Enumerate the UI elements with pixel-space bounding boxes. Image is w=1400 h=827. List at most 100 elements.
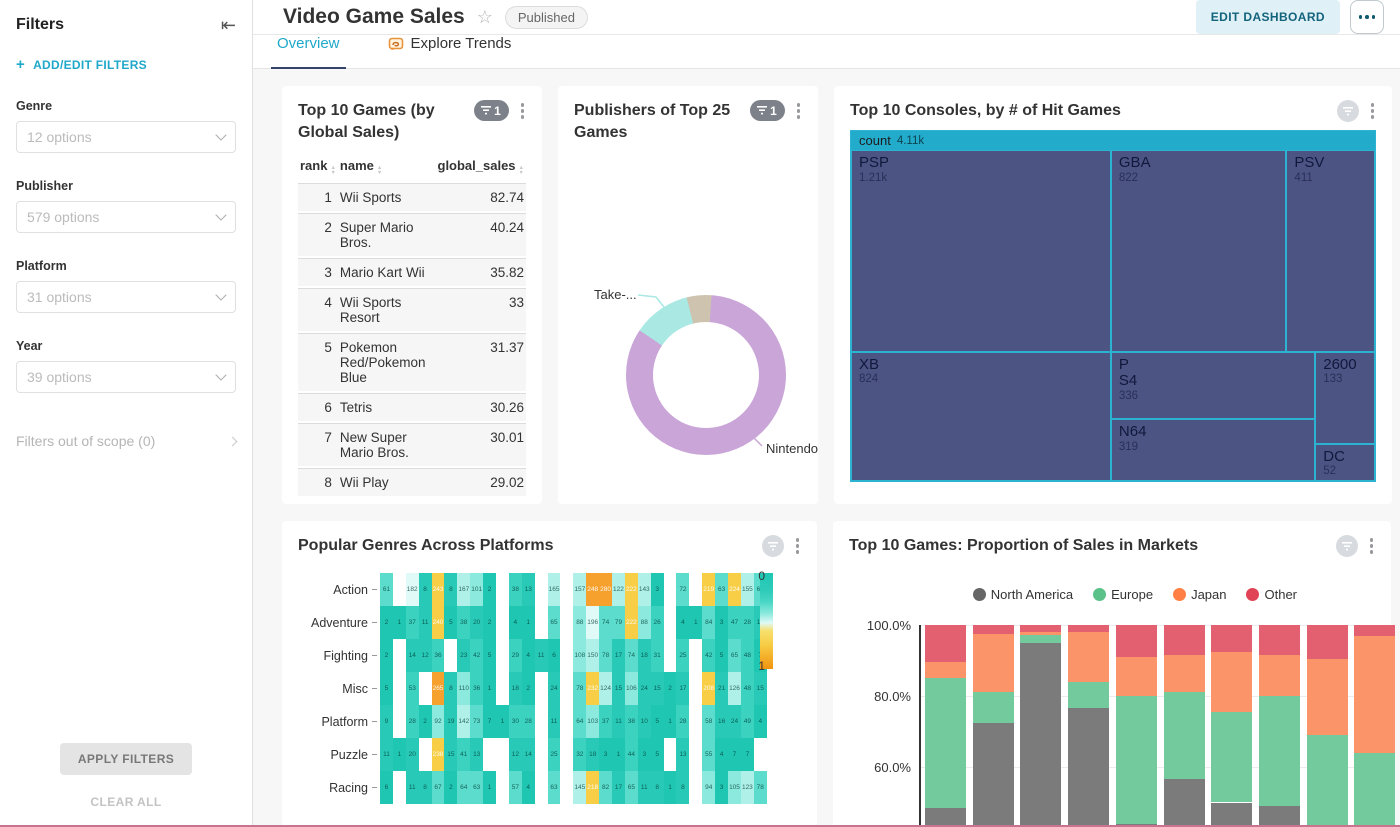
chart-menu-kebab[interactable] bbox=[1368, 535, 1376, 557]
treemap-cell-xb[interactable]: XB 824 bbox=[851, 351, 1111, 481]
bar-segment-north-america[interactable] bbox=[1211, 802, 1253, 827]
heatmap-cell[interactable]: 28 bbox=[676, 705, 690, 738]
heatmap-cell[interactable]: 2 bbox=[380, 639, 393, 672]
filter-indicator-icon[interactable] bbox=[1335, 535, 1358, 557]
heatmap-cell[interactable]: 2 bbox=[663, 672, 677, 705]
heatmap-cell[interactable]: 124 bbox=[599, 672, 613, 705]
heatmap-cell[interactable]: 11 bbox=[637, 771, 651, 804]
heatmap-cell[interactable]: 11 bbox=[612, 705, 625, 738]
heatmap-cell[interactable]: 20 bbox=[470, 606, 484, 639]
heatmap-cell[interactable]: 2 bbox=[483, 573, 497, 606]
heatmap-cell[interactable]: 13 bbox=[521, 573, 535, 606]
heatmap-cell[interactable]: 36 bbox=[470, 672, 484, 705]
heatmap-cell[interactable]: 28 bbox=[740, 606, 754, 639]
heatmap-cell[interactable]: 72 bbox=[676, 573, 690, 606]
clear-all-button[interactable]: CLEAR ALL bbox=[90, 795, 162, 809]
bar-segment-north-america[interactable] bbox=[1163, 779, 1205, 827]
heatmap-cell[interactable]: 73 bbox=[470, 705, 484, 738]
heatmap-cell[interactable]: 2 bbox=[380, 606, 393, 639]
heatmap-cell[interactable]: 1 bbox=[663, 771, 677, 804]
heatmap-cell[interactable]: 15 bbox=[444, 738, 458, 771]
table-row[interactable]: 3 Mario Kart Wii 35.82 bbox=[298, 258, 526, 289]
heatmap-cell[interactable]: 12 bbox=[508, 738, 522, 771]
bar-segment-japan[interactable] bbox=[1068, 632, 1110, 682]
legend-item-japan[interactable]: Japan bbox=[1173, 587, 1226, 602]
heatmap-cell[interactable]: 108 bbox=[573, 639, 587, 672]
heatmap-cell[interactable]: 280 bbox=[599, 573, 613, 606]
heatmap-cell[interactable]: 16 bbox=[715, 705, 729, 738]
heatmap-cell[interactable]: 38 bbox=[508, 573, 522, 606]
heatmap-cell[interactable]: 103 bbox=[586, 705, 600, 738]
heatmap-cell[interactable]: 13 bbox=[470, 738, 484, 771]
edit-dashboard-button[interactable]: EDIT DASHBOARD bbox=[1195, 0, 1340, 34]
heatmap-cell[interactable]: 1 bbox=[496, 705, 509, 738]
heatmap-cell[interactable]: 37 bbox=[599, 705, 613, 738]
bar-segment-europe[interactable] bbox=[1163, 692, 1205, 780]
bar-segment-europe[interactable] bbox=[1020, 634, 1062, 643]
heatmap-cell[interactable]: 3 bbox=[637, 738, 651, 771]
heatmap-cell[interactable]: 47 bbox=[728, 606, 741, 639]
table-row[interactable]: 7 New Super Mario Bros. 30.01 bbox=[298, 423, 526, 469]
column-header-rank[interactable]: rank ▲ ▼ bbox=[300, 158, 336, 177]
heatmap-cell[interactable]: 14 bbox=[405, 639, 419, 672]
heatmap-cell[interactable]: 8 bbox=[676, 771, 690, 804]
bar-segment-japan[interactable] bbox=[1115, 656, 1157, 696]
heatmap-cell[interactable]: 67 bbox=[431, 771, 445, 804]
heatmap-cell[interactable]: 58 bbox=[702, 705, 716, 738]
heatmap-cell[interactable]: 88 bbox=[573, 606, 587, 639]
treemap-cell-dc[interactable]: DC 52 bbox=[1315, 443, 1375, 481]
heatmap-cell[interactable]: 12 bbox=[418, 639, 432, 672]
heatmap-cell[interactable]: 19 bbox=[444, 705, 458, 738]
heatmap-cell[interactable]: 79 bbox=[612, 606, 625, 639]
bar-segment-other[interactable] bbox=[925, 625, 966, 663]
heatmap-cell[interactable]: 4 bbox=[676, 606, 690, 639]
heatmap-cell[interactable]: 219 bbox=[702, 573, 716, 606]
heatmap-cell[interactable]: 165 bbox=[547, 573, 561, 606]
heatmap-cell[interactable]: 84 bbox=[702, 606, 716, 639]
heatmap-cell[interactable]: 3 bbox=[715, 771, 729, 804]
bar-segment-japan[interactable] bbox=[1163, 655, 1205, 693]
bar-segment-other[interactable] bbox=[1306, 625, 1348, 659]
chart-menu-kebab[interactable] bbox=[795, 100, 803, 122]
year-select[interactable]: 39 options bbox=[16, 361, 236, 393]
table-row[interactable]: 5 Pokemon Red/Pokemon Blue 31.37 bbox=[298, 333, 526, 394]
bar-segment-europe[interactable] bbox=[1115, 696, 1157, 824]
table-row[interactable]: 2 Super Mario Bros. 40.24 bbox=[298, 213, 526, 259]
heatmap-cell[interactable]: 28 bbox=[521, 705, 535, 738]
bar-segment-other[interactable] bbox=[1163, 625, 1205, 656]
heatmap-cell[interactable]: 13 bbox=[676, 738, 690, 771]
heatmap-cell[interactable]: 145 bbox=[573, 771, 587, 804]
heatmap-cell[interactable]: 15 bbox=[612, 672, 625, 705]
heatmap-cell[interactable]: 63 bbox=[715, 573, 729, 606]
filter-indicator-icon[interactable] bbox=[1336, 100, 1359, 122]
bar-segment-europe[interactable] bbox=[972, 692, 1014, 723]
donut-chart[interactable]: Take-... Nintendo bbox=[574, 143, 818, 473]
heatmap-cell[interactable]: 123 bbox=[740, 771, 754, 804]
treemap-cell-n64[interactable]: N64 319 bbox=[1110, 419, 1316, 481]
table-row[interactable]: 8 Wii Play 29.02 bbox=[298, 468, 526, 499]
heatmap-cell[interactable]: 24 bbox=[637, 672, 651, 705]
heatmap-cell[interactable]: 8 bbox=[650, 771, 664, 804]
heatmap-cell[interactable]: 61 bbox=[380, 573, 393, 606]
filters-out-of-scope[interactable]: Filters out of scope (0) bbox=[16, 433, 238, 449]
heatmap-cell[interactable]: 5 bbox=[715, 639, 729, 672]
heatmap-cell[interactable]: 11 bbox=[418, 606, 432, 639]
bar-segment-europe[interactable] bbox=[1354, 752, 1396, 827]
heatmap-cell[interactable]: 65 bbox=[728, 639, 741, 672]
heatmap-cell[interactable]: 196 bbox=[586, 606, 600, 639]
heatmap-cell[interactable]: 18 bbox=[637, 639, 651, 672]
treemap-root-node[interactable]: count 4.11k bbox=[851, 131, 1375, 150]
heatmap-cell[interactable]: 4 bbox=[508, 606, 522, 639]
heatmap-cell[interactable]: 25 bbox=[676, 639, 690, 672]
bar-segment-japan[interactable] bbox=[1258, 655, 1300, 696]
heatmap-cell[interactable]: 157 bbox=[573, 573, 587, 606]
bar-segment-japan[interactable] bbox=[1020, 631, 1062, 635]
heatmap-cell[interactable]: 11 bbox=[534, 639, 548, 672]
heatmap-cell[interactable]: 1 bbox=[663, 705, 677, 738]
heatmap-cell[interactable]: 222 bbox=[624, 573, 638, 606]
heatmap-cell[interactable]: 143 bbox=[637, 573, 651, 606]
heatmap-cell[interactable]: 24 bbox=[547, 672, 561, 705]
bar-segment-other[interactable] bbox=[1258, 625, 1300, 656]
apply-filters-button[interactable]: APPLY FILTERS bbox=[59, 743, 193, 775]
heatmap-cell[interactable]: 240 bbox=[431, 606, 445, 639]
